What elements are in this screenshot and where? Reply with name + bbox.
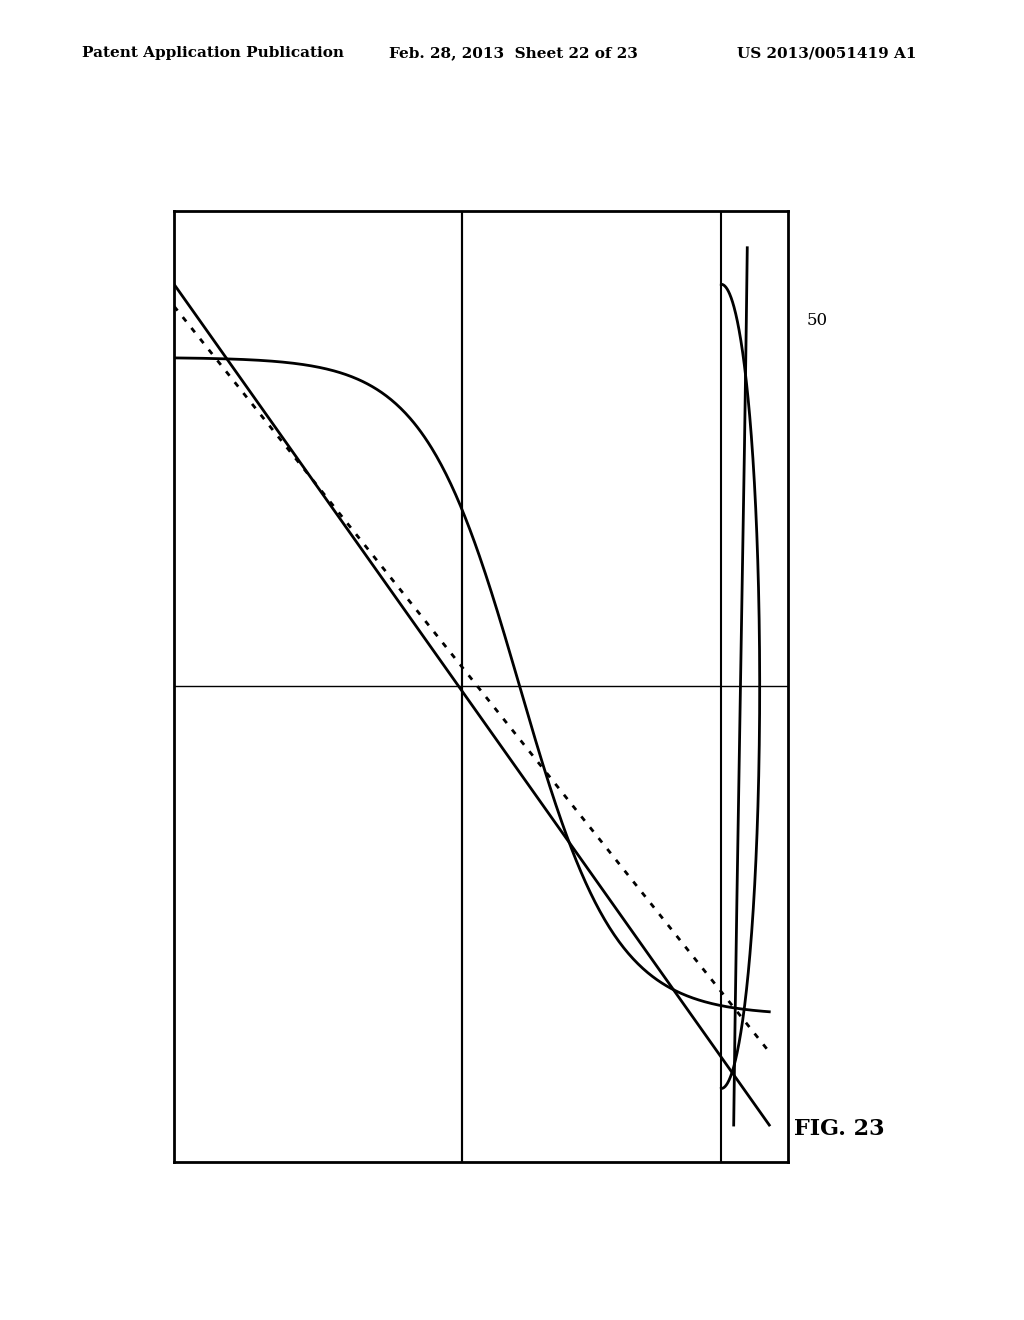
Text: FIG. 23: FIG. 23 xyxy=(795,1118,885,1140)
Text: US 2013/0051419 A1: US 2013/0051419 A1 xyxy=(737,46,916,61)
Text: Patent Application Publication: Patent Application Publication xyxy=(82,46,344,61)
Text: Feb. 28, 2013  Sheet 22 of 23: Feb. 28, 2013 Sheet 22 of 23 xyxy=(389,46,638,61)
Text: 50: 50 xyxy=(807,313,828,330)
